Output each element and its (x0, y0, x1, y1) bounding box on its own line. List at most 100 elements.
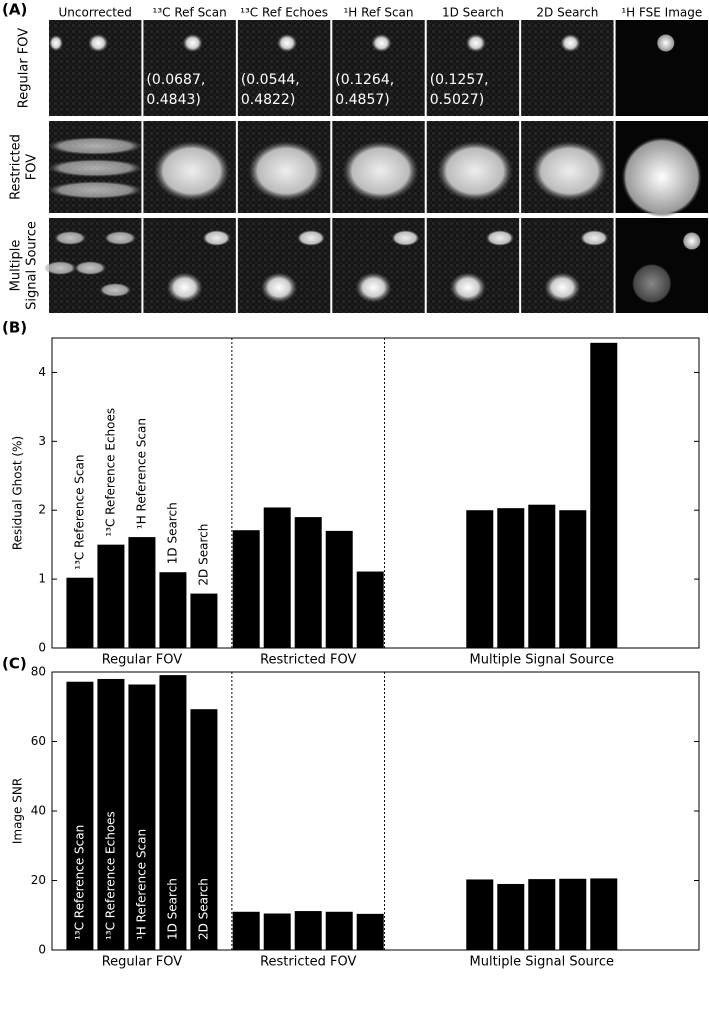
bar-label: 1D Search (165, 502, 179, 564)
image-blob (531, 141, 608, 201)
image-blob (621, 137, 702, 217)
image-blob (544, 272, 581, 303)
x-group-label: Regular FOV (102, 653, 182, 668)
image-blob (88, 34, 109, 52)
image-blob (54, 231, 87, 245)
image-blob (248, 141, 325, 201)
image-blob (261, 272, 298, 303)
bar (232, 530, 260, 648)
row-label: Regular FOV (17, 28, 32, 108)
bar (159, 675, 187, 950)
bar (356, 913, 384, 950)
annotation: (0.0687, (146, 72, 205, 88)
image-blob (449, 272, 486, 303)
bar (128, 684, 156, 950)
image-blob (391, 230, 420, 246)
image-blob (44, 261, 77, 275)
row-label: Signal Source (25, 221, 40, 310)
bar-label: ¹³C Reference Scan (72, 454, 86, 569)
y-tick-label: 40 (31, 804, 46, 818)
image-blob (47, 137, 144, 155)
x-group-label: Regular FOV (102, 955, 182, 970)
bar-label: ¹³C Reference Echoes (103, 811, 117, 940)
y-axis-label: Image SNR (11, 778, 25, 844)
annotation: 0.4857) (335, 92, 389, 108)
annotation: (0.0544, (241, 72, 300, 88)
annotation: (0.1257, (430, 72, 489, 88)
image-blob (49, 35, 63, 51)
bar (559, 510, 587, 648)
image-cell (521, 20, 614, 116)
image-blob (153, 141, 230, 201)
x-group-label: Restricted FOV (260, 653, 356, 668)
image-blob (342, 141, 419, 201)
bar (190, 709, 218, 950)
bar (497, 508, 525, 648)
panel-label: (C) (2, 655, 27, 673)
image-blob (580, 230, 609, 246)
image-blob (277, 34, 298, 52)
image-blob (682, 232, 701, 250)
panel-label: (A) (2, 1, 27, 19)
y-tick-label: 80 (31, 665, 46, 679)
column-title: ¹³C Ref Scan (153, 6, 227, 20)
image-blob (436, 141, 513, 201)
image-blob (99, 283, 132, 297)
column-title: ¹H Ref Scan (343, 6, 413, 20)
bar (325, 911, 353, 950)
annotation: 0.4843) (146, 92, 200, 108)
annotation: 0.5027) (430, 92, 484, 108)
y-tick-label: 60 (31, 734, 46, 748)
image-blob (166, 272, 203, 303)
row-label: Restricted (9, 134, 24, 200)
image-blob (560, 34, 581, 52)
bar (97, 678, 125, 950)
bar (263, 507, 291, 648)
column-title: Uncorrected (59, 6, 132, 20)
bar-label: ¹H Reference Scan (134, 418, 148, 529)
annotation: (0.1264, (335, 72, 394, 88)
bar (66, 577, 94, 648)
bar (190, 593, 218, 648)
image-blob (182, 34, 203, 52)
bar (263, 913, 291, 950)
image-blob (47, 159, 144, 177)
bar (528, 879, 556, 950)
bar (466, 879, 494, 950)
bar (97, 544, 125, 648)
annotation: 0.4822) (241, 92, 295, 108)
image-blob (202, 230, 231, 246)
row-label: Multiple (9, 240, 24, 292)
y-tick-label: 20 (31, 873, 46, 887)
bar (497, 883, 525, 950)
bar (590, 342, 618, 648)
image-blob (485, 230, 514, 246)
image-blob (656, 34, 675, 52)
image-blob (631, 263, 672, 304)
bar-label: ¹H Reference Scan (134, 829, 148, 940)
y-tick-label: 3 (38, 434, 46, 448)
y-tick-label: 0 (38, 943, 46, 957)
image-blob (297, 230, 326, 246)
bar (232, 911, 260, 950)
y-tick-label: 4 (38, 365, 46, 379)
image-cell (615, 20, 708, 116)
image-cell (49, 20, 142, 116)
bar (294, 517, 322, 648)
bar (466, 510, 494, 648)
column-title: 1D Search (442, 6, 504, 20)
bar-label: ¹³C Reference Scan (72, 825, 86, 940)
y-tick-label: 2 (38, 503, 46, 517)
column-title: ¹H FSE Image (621, 6, 702, 20)
image-blob (47, 181, 144, 199)
bar-label: ¹³C Reference Echoes (103, 408, 117, 537)
bar (159, 572, 187, 648)
column-title: ¹³C Ref Echoes (240, 6, 328, 20)
bar (325, 530, 353, 648)
x-group-label: Restricted FOV (260, 955, 356, 970)
image-blob (355, 272, 392, 303)
image-blob (465, 34, 486, 52)
y-tick-label: 1 (38, 572, 46, 586)
row-label: FOV (25, 154, 40, 180)
